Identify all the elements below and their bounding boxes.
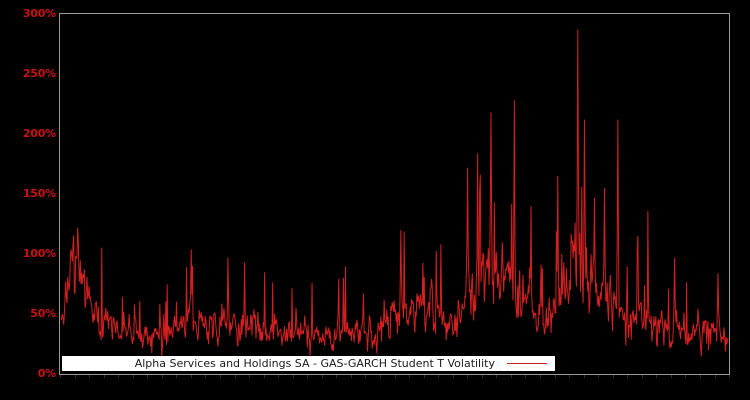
x-axis-tick [336, 375, 338, 378]
series-line-path [60, 29, 729, 357]
x-axis-tick [176, 375, 178, 378]
x-axis-tick [554, 375, 556, 378]
x-axis-tick [423, 375, 425, 378]
x-axis-tick [409, 375, 410, 378]
y-tick-label-200: 200% [22, 127, 56, 140]
x-axis-tick [467, 375, 469, 378]
x-axis-tick [641, 375, 643, 378]
x-axis-tick [89, 375, 91, 378]
x-axis-tick [321, 375, 323, 378]
x-axis-tick [132, 375, 134, 378]
x-axis-tick [234, 375, 236, 378]
x-axis-tick [205, 375, 207, 378]
x-axis-tick [380, 375, 381, 378]
x-axis-tick [307, 375, 309, 378]
x-axis-tick [147, 375, 149, 378]
x-axis-tick [729, 375, 730, 378]
legend-line-swatch [507, 363, 547, 365]
x-axis-tick [161, 375, 163, 378]
x-axis-tick [481, 375, 483, 378]
x-axis-tick [496, 375, 498, 378]
x-axis-tick [118, 375, 120, 378]
x-axis-tick [220, 375, 221, 378]
x-axis-tick [539, 375, 541, 378]
plot-area [59, 13, 730, 375]
x-axis-tick [60, 375, 61, 378]
y-tick-label-100: 100% [22, 247, 56, 260]
y-tick-label-50: 50% [30, 307, 56, 320]
y-tick-label-150: 150% [22, 187, 56, 200]
x-axis-tick [685, 375, 687, 378]
x-axis-tick [263, 375, 265, 378]
legend-line-sample [505, 358, 549, 369]
x-axis-tick [190, 375, 192, 378]
x-axis-tick [350, 375, 352, 378]
y-tick-label-300: 300% [22, 7, 56, 20]
legend-label: Alpha Services and Holdings SA - GAS-GAR… [134, 357, 495, 370]
x-axis-ticks [59, 375, 730, 380]
x-axis-tick [598, 375, 600, 378]
x-axis-tick [452, 375, 454, 378]
volatility-series [60, 29, 729, 357]
x-axis-tick [249, 375, 251, 378]
x-axis-tick [525, 375, 527, 378]
x-axis-tick [278, 375, 280, 378]
x-axis-tick [656, 375, 658, 378]
chart-legend: Alpha Services and Holdings SA - GAS-GAR… [62, 356, 555, 371]
x-axis-tick [583, 375, 585, 378]
x-axis-tick [510, 375, 512, 378]
y-tick-label-250: 250% [22, 67, 56, 80]
x-axis-tick [569, 375, 570, 378]
y-axis-tick-labels: 300% 250% 200% 150% 100% 50% 0% [0, 0, 56, 400]
x-axis-tick [699, 375, 701, 378]
x-axis-tick [74, 375, 76, 378]
x-axis-tick [670, 375, 672, 378]
x-axis-tick [394, 375, 396, 378]
x-axis-tick [292, 375, 294, 378]
y-tick-label-0: 0% [37, 367, 56, 380]
x-axis-tick [612, 375, 614, 378]
x-axis-tick [103, 375, 105, 378]
x-axis-tick [438, 375, 440, 378]
x-axis-tick [714, 375, 716, 378]
x-axis-tick [627, 375, 629, 378]
x-axis-tick [365, 375, 367, 378]
